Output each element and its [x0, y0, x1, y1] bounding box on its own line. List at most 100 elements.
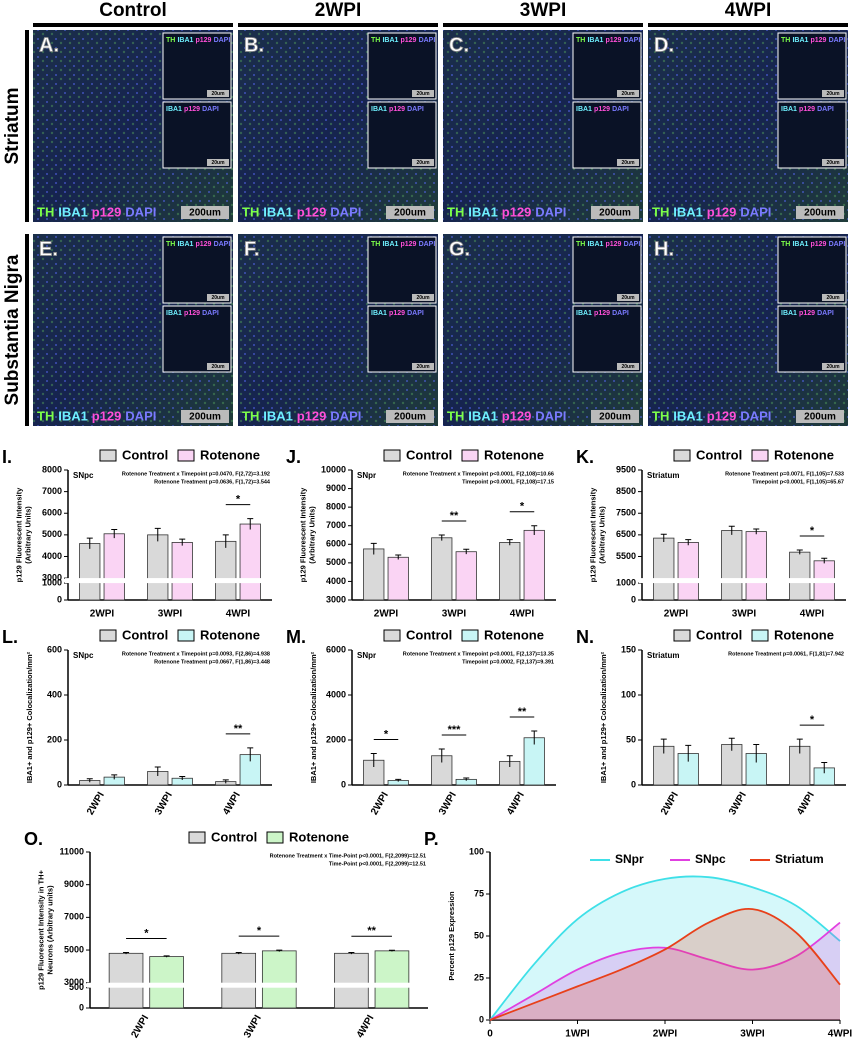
stats-annotation: Rotenone Treatment p=0.0667, F(1,86)=3.4… — [154, 659, 270, 665]
inset-stain-label: DAPI — [214, 37, 231, 44]
inset-stain-label: IBA1 — [177, 241, 193, 248]
legend-label: SNpc — [695, 852, 726, 866]
y-tick-label: 6000 — [326, 644, 346, 654]
y-tick-label: 7500 — [616, 508, 636, 518]
error-bar — [179, 775, 186, 781]
error-bar — [531, 525, 538, 535]
y-tick-label: 5000 — [64, 944, 84, 954]
error-bar — [685, 744, 692, 762]
inset — [367, 32, 437, 100]
region-label: Striatum — [647, 471, 679, 480]
scale-label: 200um — [804, 412, 836, 423]
line — [489, 875, 841, 1021]
legend-swatch — [461, 629, 479, 642]
legend-label: Control — [406, 447, 452, 462]
stats-annotation: Timepoint p<0.0001, F(2,108)=17.15 — [462, 479, 554, 485]
legend-label: Rotenone — [200, 447, 260, 462]
error-bar — [235, 951, 242, 955]
legend-label: Control — [406, 627, 452, 642]
significance-label: * — [257, 925, 262, 937]
inset-stain-label: DAPI — [407, 310, 424, 317]
scale-box — [181, 410, 229, 423]
bar — [215, 540, 237, 601]
error-bar — [753, 528, 760, 535]
panel-letter: P. — [424, 829, 439, 849]
error-bar — [821, 557, 828, 564]
x-tick-label: 3WPI — [740, 1029, 765, 1040]
error-bar — [438, 534, 445, 541]
y-tick-label: 5000 — [42, 529, 62, 539]
x-tick-label: 3WPI — [242, 1013, 264, 1040]
y-tick-label: 1000 — [42, 577, 62, 587]
significance-label: * — [810, 714, 815, 726]
x-tick-label: 4WPI — [510, 609, 535, 620]
stats-annotation: Rotenone Treatment x Timepoint p=0.0093,… — [122, 651, 270, 657]
scale-box — [591, 410, 639, 423]
scale-label: 200um — [394, 412, 426, 423]
error-bar — [370, 542, 377, 555]
x-tick-label: 2WPI — [659, 790, 681, 817]
y-tick-label: 0 — [479, 1014, 484, 1024]
inset-stain-label: IBA1 — [587, 37, 603, 44]
legend-label: Control — [211, 829, 257, 844]
x-tick-label: 2WPI — [374, 609, 399, 620]
error-bar — [86, 537, 93, 549]
inset-stain-label: p129 — [605, 37, 621, 44]
inset-scale-box — [822, 159, 844, 166]
error-bar — [660, 738, 667, 754]
inset-stain-label: TH — [371, 241, 380, 248]
bar — [363, 548, 385, 601]
stats-annotation: Rotenone Treatment p=0.0061, F(1,81)=7.9… — [728, 651, 844, 657]
y-tick-label: 0 — [631, 594, 636, 604]
stain-label: DAPI — [535, 204, 566, 219]
y-tick-label: 200 — [47, 734, 62, 744]
inset-stain-label: IBA1 — [781, 106, 797, 113]
x-tick-label: 4WPI — [221, 790, 243, 817]
panel-letter: K. — [576, 447, 594, 467]
error-bar — [506, 755, 513, 767]
inset-scale-label: 20um — [211, 160, 225, 166]
bar — [387, 556, 409, 601]
inset-stain-label: p129 — [184, 106, 200, 113]
y-tick-label: 3000 — [64, 977, 84, 987]
x-tick-label: 3WPI — [727, 790, 749, 817]
inset-scale-box — [617, 294, 639, 301]
legend-swatch — [177, 449, 195, 462]
scale-box — [386, 206, 434, 219]
error-bar — [348, 951, 355, 955]
bar — [523, 737, 545, 786]
bar — [789, 551, 811, 601]
y-tick-label: 6000 — [326, 539, 346, 549]
stain-label: DAPI — [740, 408, 771, 423]
stain-label: IBA1 — [58, 408, 88, 423]
inset-scale-label: 20um — [211, 91, 225, 97]
error-bar — [531, 730, 538, 745]
significance-label: ** — [450, 510, 459, 522]
stain-label: TH — [37, 204, 54, 219]
legend-label: Rotenone — [484, 627, 544, 642]
inset-scale-box — [822, 90, 844, 97]
inset-scale-box — [822, 363, 844, 370]
y-tick-label: 8000 — [326, 502, 346, 512]
inset-scale-box — [207, 90, 229, 97]
inset — [572, 101, 642, 169]
inset — [777, 32, 847, 100]
error-bar — [86, 778, 93, 783]
scale-label: 200um — [189, 412, 221, 423]
scale-label: 200um — [189, 208, 221, 219]
inset — [777, 101, 847, 169]
significance-label: * — [810, 525, 815, 537]
legend-swatch — [99, 629, 117, 642]
stain-label: p129 — [502, 408, 532, 423]
y-tick-label: 1000 — [616, 577, 636, 587]
inset-stain-label: IBA1 — [576, 106, 592, 113]
legend-label: Rotenone — [200, 627, 260, 642]
y-tick-label: 50 — [474, 930, 484, 940]
panel-letter: M. — [286, 627, 306, 647]
column-header: 3WPI — [520, 0, 566, 21]
scale-label: 200um — [599, 412, 631, 423]
stain-label: p129 — [92, 204, 122, 219]
legend-label: Rotenone — [774, 627, 834, 642]
inset-scale-label: 20um — [621, 364, 635, 370]
